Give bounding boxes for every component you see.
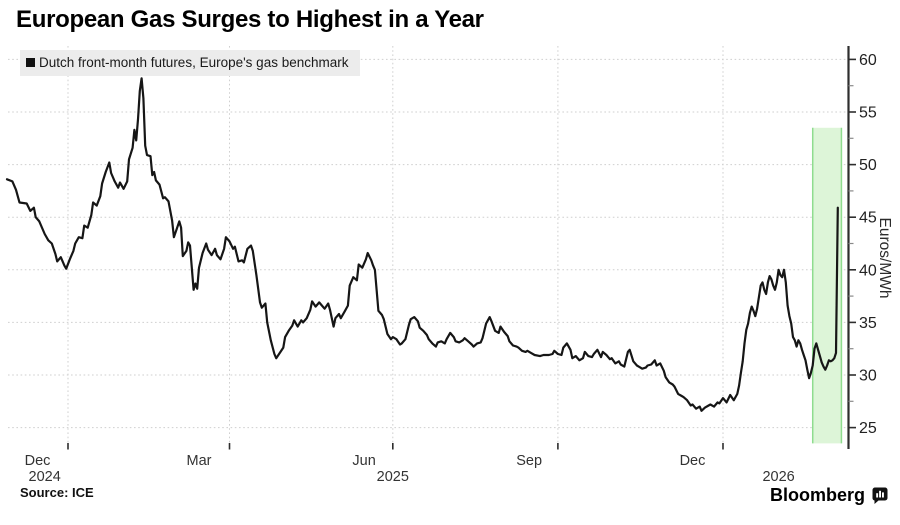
x-year-label: 2026 <box>762 469 794 485</box>
legend-series-marker <box>26 58 35 67</box>
y-tick-label: 40 <box>859 262 877 279</box>
y-tick-label: 60 <box>859 52 877 69</box>
y-axis-unit-label: Euros/MWh <box>876 217 893 299</box>
y-tick-label: 30 <box>859 368 877 385</box>
brand: Bloomberg <box>770 485 888 506</box>
x-month-label: Mar <box>187 453 212 469</box>
y-tick-label: 55 <box>859 105 877 122</box>
y-tick-label: 50 <box>859 157 877 174</box>
legend: Dutch front-month futures, Europe's gas … <box>20 50 361 76</box>
x-month-label: Dec <box>680 453 706 469</box>
brand-wordmark: Bloomberg <box>769 485 865 505</box>
y-tick-label: 45 <box>859 210 877 227</box>
x-year-label: 2024 <box>29 469 61 485</box>
x-month-label: Sep <box>516 453 542 469</box>
price-line <box>5 77 839 412</box>
x-year-label: 2025 <box>377 469 409 485</box>
y-tick-label: 25 <box>859 420 877 437</box>
x-month-label: Dec <box>25 453 51 469</box>
legend-label: Dutch front-month futures, Europe's gas … <box>39 55 349 70</box>
y-tick-label: 35 <box>859 315 877 332</box>
bloomberg-terminal-icon <box>872 487 888 504</box>
chart-title: European Gas Surges to Highest in a Year <box>16 6 484 33</box>
source-note: Source: ICE <box>20 485 94 500</box>
x-month-label: Jun <box>352 453 375 469</box>
